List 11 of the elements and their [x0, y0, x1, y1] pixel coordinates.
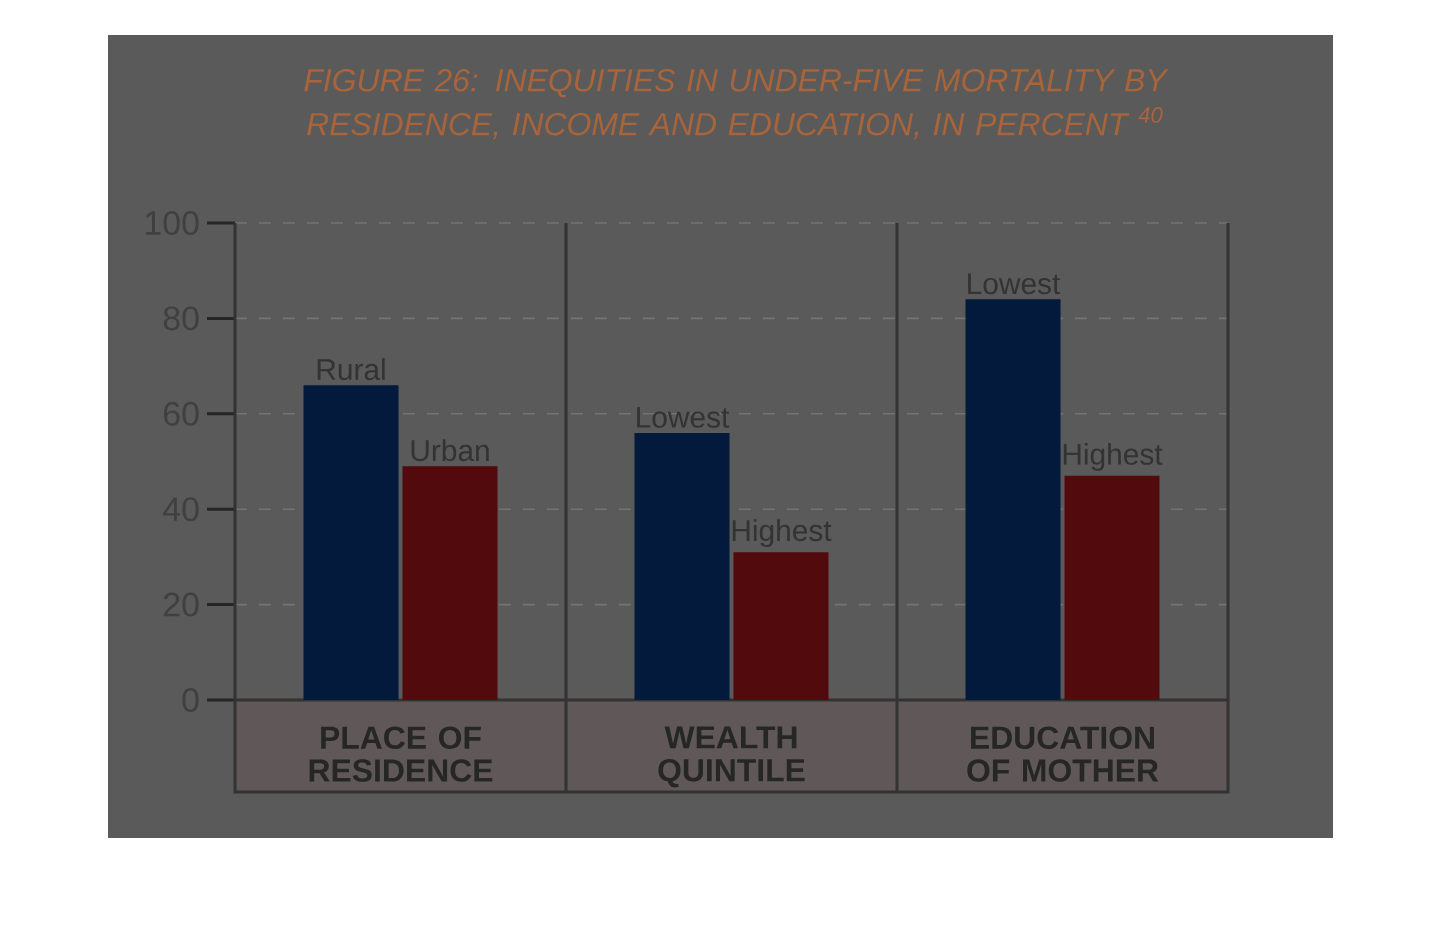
x-tick-label: PLACE OF RESIDENCE [309, 726, 493, 782]
x-tick-label: EDUCATION OF MOTHER [967, 726, 1159, 782]
chart-title: FIGURE 26: INEQUITIES IN UNDER-FIVE MORTALITY BY RESIDENCE, INCOME AND EDUCATION, IN PERCENT $^{40}$ [304, 69, 1169, 140]
bar [965, 299, 1061, 700]
bar [402, 466, 498, 700]
bar [303, 385, 399, 700]
bar [733, 552, 829, 700]
bar [1064, 475, 1160, 700]
x-tick-label: WEALTH QUINTILE [658, 726, 805, 788]
bar [634, 432, 730, 700]
data-label: Lowest [637, 406, 730, 428]
